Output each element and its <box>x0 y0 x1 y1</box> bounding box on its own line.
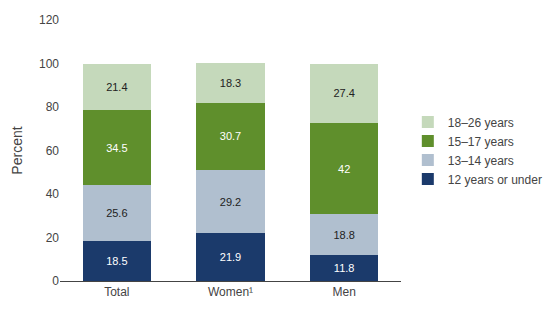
svg-text:13–14 years: 13–14 years <box>448 154 514 168</box>
svg-text:18–26 years: 18–26 years <box>448 116 514 130</box>
svg-text:12 years or under: 12 years or under <box>448 173 542 187</box>
svg-text:11.8: 11.8 <box>334 262 355 274</box>
svg-text:40: 40 <box>46 187 60 201</box>
svg-text:100: 100 <box>39 57 59 71</box>
svg-text:18.3: 18.3 <box>220 77 241 89</box>
svg-text:0: 0 <box>52 274 59 288</box>
svg-text:25.6: 25.6 <box>106 207 127 219</box>
svg-text:21.4: 21.4 <box>106 81 127 93</box>
svg-text:34.5: 34.5 <box>106 142 127 154</box>
svg-text:27.4: 27.4 <box>333 87 354 99</box>
svg-text:18.5: 18.5 <box>106 255 127 267</box>
svg-text:Total: Total <box>104 285 129 299</box>
svg-text:18.8: 18.8 <box>333 229 354 241</box>
svg-text:42: 42 <box>338 163 350 175</box>
svg-text:120: 120 <box>39 13 59 27</box>
svg-text:Men: Men <box>332 285 355 299</box>
svg-text:15–17 years: 15–17 years <box>448 135 514 149</box>
svg-text:30.7: 30.7 <box>220 130 241 142</box>
svg-text:21.9: 21.9 <box>220 251 241 263</box>
svg-text:Women¹: Women¹ <box>208 285 253 299</box>
svg-text:29.2: 29.2 <box>220 196 241 208</box>
svg-text:20: 20 <box>46 231 60 245</box>
svg-text:60: 60 <box>46 144 60 158</box>
svg-text:80: 80 <box>46 100 60 114</box>
svg-text:Percent: Percent <box>9 126 25 174</box>
